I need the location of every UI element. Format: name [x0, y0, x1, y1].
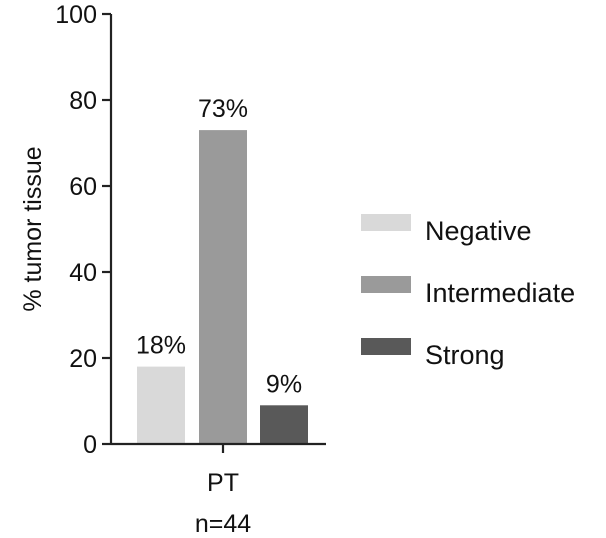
legend-item-negative: Negative [361, 214, 532, 246]
y-tick-label: 100 [55, 1, 97, 29]
bar-value-label: 73% [198, 95, 248, 123]
legend-swatch [361, 338, 411, 355]
y-tick-label: 60 [69, 173, 97, 201]
legend-label: Intermediate [425, 278, 575, 308]
legend-item-intermediate: Intermediate [361, 276, 575, 308]
x-category-note: n=44 [195, 510, 251, 538]
legend-label: Negative [425, 216, 532, 246]
bar-negative [137, 366, 185, 444]
legend-label: Strong [425, 340, 505, 370]
x-axis: PT n=44 [111, 442, 326, 538]
bar-value-label: 18% [136, 332, 186, 360]
y-tick-label: 20 [69, 345, 97, 373]
y-axis: 0 20 40 60 80 100 % tumor tissue [19, 1, 113, 459]
bar-strong [260, 405, 308, 444]
legend-item-strong: Strong [361, 338, 505, 370]
y-axis-label: % tumor tissue [19, 146, 47, 311]
y-tick-label: 40 [69, 259, 97, 287]
legend-swatch [361, 276, 411, 293]
legend: Negative Intermediate Strong [361, 214, 575, 370]
y-tick-label: 80 [69, 87, 97, 115]
x-category-label: PT [207, 469, 239, 497]
bar-intermediate [199, 130, 247, 444]
y-tick-label: 0 [83, 431, 97, 459]
bar-value-label: 9% [266, 370, 302, 398]
legend-swatch [361, 214, 411, 231]
bars: 18% 73% 9% [136, 95, 308, 444]
